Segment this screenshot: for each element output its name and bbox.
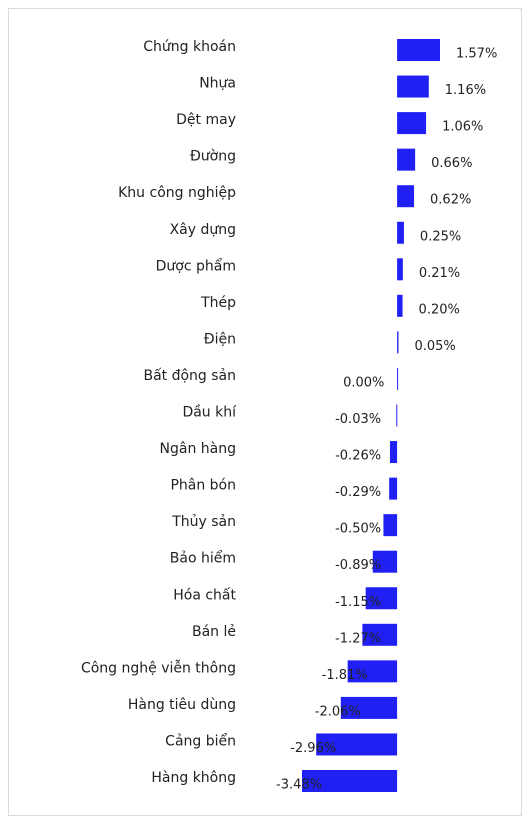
chart-border: [8, 8, 522, 816]
value-label: -1.81%: [322, 668, 368, 683]
bar: [397, 112, 427, 135]
value-label: 0.21%: [419, 266, 460, 281]
category-label: Chứng khoán: [143, 39, 236, 55]
bar: [372, 550, 398, 573]
bar: [340, 696, 398, 719]
category-label: Bán lẻ: [192, 624, 236, 640]
category-label: Hàng không: [151, 770, 236, 786]
category-label: Thép: [200, 295, 236, 311]
category-label: Phân bón: [170, 478, 236, 494]
value-label: 1.06%: [442, 120, 483, 135]
bar: [397, 75, 429, 98]
bar: [397, 331, 399, 354]
bar: [397, 294, 403, 317]
category-label: Dược phẩm: [156, 257, 236, 274]
bar: [397, 148, 416, 171]
bar: [397, 221, 404, 244]
bar: [347, 660, 398, 683]
category-label: Hóa chất: [173, 587, 236, 603]
category-label: Xây dựng: [170, 222, 236, 238]
bar: [397, 185, 415, 208]
value-label: 0.00%: [343, 375, 384, 390]
category-label: Thủy sản: [171, 514, 236, 530]
category-label: Khu công nghiệp: [118, 185, 236, 201]
value-label: -0.26%: [335, 449, 381, 464]
value-label: 0.62%: [430, 193, 471, 208]
category-label: Dệt may: [176, 112, 236, 128]
value-label: 0.25%: [420, 229, 461, 244]
bar: [362, 623, 398, 646]
value-label: -2.06%: [315, 704, 361, 719]
bar: [397, 367, 399, 390]
category-label: Công nghệ viễn thông: [81, 659, 236, 676]
value-label: 0.05%: [414, 339, 455, 354]
bar: [397, 258, 403, 281]
bar: [397, 39, 440, 61]
value-label: 0.20%: [419, 302, 460, 317]
value-label: -1.15%: [335, 595, 381, 610]
bar: [389, 441, 398, 464]
category-label: Dầu khí: [182, 405, 237, 421]
value-label: -2.96%: [290, 741, 336, 756]
bar: [389, 477, 398, 500]
category-label: Bảo hiểm: [170, 550, 236, 567]
bar: [383, 514, 398, 537]
value-label: -1.27%: [335, 631, 381, 646]
bar: [396, 404, 398, 427]
bar: [302, 770, 398, 792]
value-label: -3.48%: [276, 778, 322, 793]
value-label: 1.57%: [456, 47, 497, 62]
category-label: Điện: [204, 331, 236, 347]
category-label: Cảng biển: [165, 732, 236, 749]
bar: [316, 733, 398, 756]
category-label: Bất động sản: [143, 368, 236, 384]
value-label: 0.66%: [431, 156, 472, 171]
category-label: Nhựa: [199, 76, 236, 92]
value-label: -0.89%: [335, 558, 381, 573]
category-label: Hàng tiêu dùng: [128, 697, 236, 713]
bar: [365, 587, 398, 610]
category-label: Đường: [190, 149, 236, 165]
value-label: -0.03%: [335, 412, 381, 427]
category-label: Ngân hàng: [160, 441, 236, 457]
value-label: 1.16%: [445, 83, 486, 98]
value-label: -0.29%: [335, 485, 381, 500]
value-label: -0.50%: [335, 522, 381, 537]
